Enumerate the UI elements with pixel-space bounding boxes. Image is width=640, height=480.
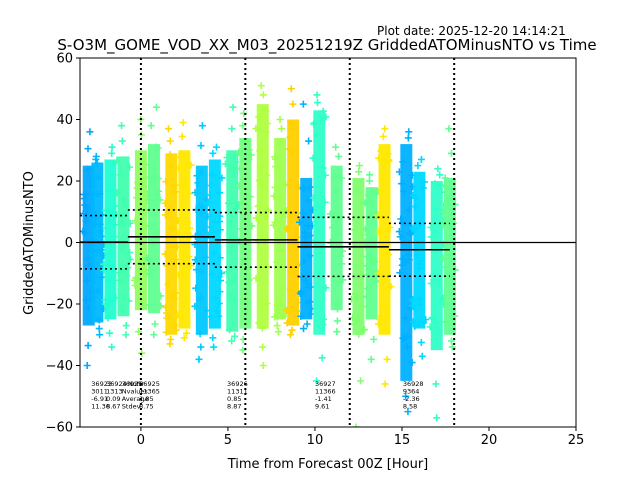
stat-annotation-line: 36924 — [106, 380, 127, 388]
data-column-9 — [204, 143, 226, 351]
stat-annotation-line: 3011 — [91, 388, 108, 396]
column-markers — [409, 155, 430, 360]
stat-annotation-line: 0.09 — [106, 395, 120, 403]
column-markers — [204, 143, 226, 351]
x-tick-label-3: 15 — [394, 433, 411, 448]
column-markers — [296, 100, 317, 333]
column-markers — [361, 171, 382, 363]
data-column-15 — [296, 100, 317, 333]
data-column-20 — [374, 125, 395, 388]
column-markers — [143, 103, 165, 339]
x-tick-label-1: 5 — [224, 433, 232, 448]
y-tick-label-1: −40 — [46, 359, 73, 374]
column-band — [165, 153, 178, 335]
axis-ticks: 0 5 10 15 20 25 −60 −40 −20 0 20 40 60 — [46, 52, 585, 449]
stat-annotation-line: 1313 — [106, 388, 123, 396]
column-markers — [252, 82, 272, 369]
stat-annotation-line: 11366 — [315, 388, 336, 396]
column-band — [274, 137, 287, 320]
column-band — [378, 144, 391, 335]
stat-annotation-7: 36928 9364 -2.36 8.58 — [403, 380, 424, 411]
y-axis-label: GriddedATOMinusNTO — [22, 171, 37, 315]
data-column-18 — [347, 162, 369, 427]
stat-annotation-4: 36925 11365 1.85 8.75 — [139, 380, 160, 411]
stat-annotation-5: 36926 11311 0.85 8.87 — [227, 380, 248, 411]
stat-annotation-line: 1.85 — [139, 395, 153, 403]
column-markers — [191, 122, 212, 363]
stat-annotation-line: 36925 — [122, 380, 143, 388]
stat-annotation-line: 36927 — [315, 380, 336, 388]
y-tick-label-2: −20 — [46, 298, 73, 313]
column-band — [208, 159, 221, 329]
column-markers — [161, 125, 182, 348]
stat-annotation-line: 11.36 — [91, 403, 110, 411]
stat-annotation-line: 0.85 — [227, 395, 241, 403]
stat-annotation-3: NoNr — [128, 380, 145, 388]
column-markers — [326, 143, 347, 336]
data-column-11 — [235, 109, 256, 354]
stat-annotation-1: 36924 1313 0.09 8.67 — [106, 380, 127, 411]
y-tick-label-6: 60 — [56, 52, 73, 67]
column-band — [147, 144, 160, 314]
data-column-6 — [161, 125, 182, 348]
plot-date: Plot date: 2025-12-20 14:14:21 — [377, 24, 566, 38]
x-tick-label-4: 20 — [481, 433, 498, 448]
data-column-17 — [326, 143, 347, 336]
stat-annotation-line: 8.87 — [227, 403, 241, 411]
stat-annotation-0: 36923 3011 -6.91 11.36 — [91, 380, 112, 411]
stat-annotation-line: -1.41 — [315, 395, 332, 403]
data-column-16 — [309, 91, 330, 385]
stat-annotation-line: 11311 — [227, 388, 248, 396]
stat-annotation-line: 11365 — [139, 388, 160, 396]
x-tick-label-0: 0 — [137, 433, 145, 448]
stat-annotation-line: 8.58 — [403, 403, 417, 411]
column-markers — [347, 162, 369, 427]
y-tick-label-5: 40 — [56, 113, 73, 128]
stat-annotation-line: Stdev — [122, 403, 141, 411]
column-markers — [374, 125, 395, 388]
stat-annotation-line: 8.67 — [106, 403, 120, 411]
data-column-5 — [143, 103, 165, 339]
x-tick-label-2: 10 — [307, 433, 324, 448]
stat-annotation-line: -6.91 — [91, 395, 108, 403]
stat-annotation-line: -2.36 — [403, 395, 420, 403]
column-band — [330, 165, 343, 311]
column-markers — [283, 85, 303, 339]
stat-annotation-line: 36925 — [139, 380, 160, 388]
stat-annotation-line: 8.75 — [139, 403, 153, 411]
stat-annotation-line: 36923 — [91, 380, 112, 388]
stat-annotation-line: 36928 — [403, 380, 424, 388]
column-band — [300, 177, 313, 320]
data-column-19 — [361, 171, 382, 363]
y-tick-label-4: 20 — [56, 175, 73, 190]
data-column-21 — [395, 128, 417, 416]
column-band — [313, 110, 326, 335]
column-band — [352, 177, 365, 335]
y-tick-label-0: −60 — [46, 421, 73, 436]
data-column-3 — [113, 122, 134, 339]
stat-annotation-line: 36926 — [227, 380, 248, 388]
data-column-7 — [174, 119, 195, 342]
stat-annotation-line: Average — [122, 395, 149, 403]
x-axis-label: Time from Forecast 00Z [Hour] — [227, 457, 429, 472]
column-band — [365, 187, 378, 320]
stat-annotation-line: NoNr — [128, 380, 145, 388]
data-column-12 — [252, 82, 272, 369]
stat-annotation-2: 36925 Nvalues Average Stdev — [122, 380, 149, 411]
data-column-8 — [191, 122, 212, 363]
chart-title: S-O3M_GOME_VOD_XX_M03_20251219Z GriddedA… — [57, 36, 596, 55]
data-layer — [80, 58, 576, 427]
stat-annotation-line: 9.61 — [315, 403, 329, 411]
stat-annotation-line: Nvalues — [122, 388, 149, 396]
stat-annotation-line: 9364 — [403, 388, 420, 396]
x-tick-label-5: 25 — [568, 433, 585, 448]
stat-annotation-6: 36927 11366 -1.41 9.61 — [315, 380, 336, 411]
column-markers — [113, 122, 134, 339]
data-column-14 — [283, 85, 303, 339]
column-markers — [174, 119, 195, 342]
y-tick-label-3: 0 — [65, 236, 73, 251]
